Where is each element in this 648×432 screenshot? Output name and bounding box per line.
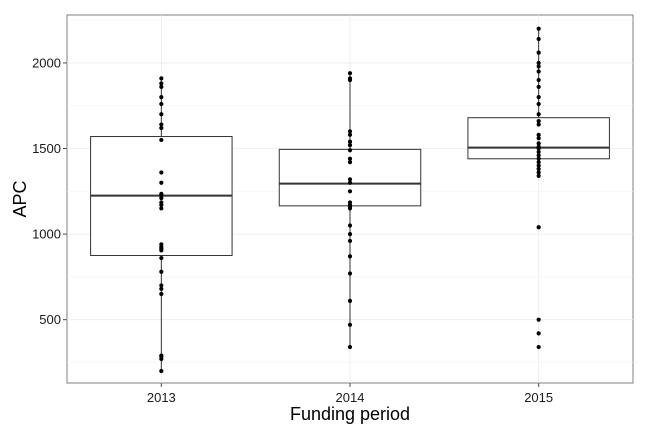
data-point bbox=[536, 170, 541, 175]
data-point bbox=[347, 132, 353, 137]
y-axis-title: APC bbox=[10, 180, 30, 217]
data-point bbox=[536, 84, 541, 89]
data-point bbox=[159, 269, 164, 274]
data-point bbox=[347, 344, 353, 350]
data-point bbox=[347, 160, 353, 165]
x-tick-label: 2014 bbox=[336, 390, 365, 405]
data-point bbox=[536, 95, 541, 100]
data-point bbox=[347, 76, 353, 81]
data-point bbox=[159, 200, 164, 205]
data-point bbox=[536, 64, 541, 69]
data-point bbox=[159, 76, 164, 81]
data-point bbox=[347, 189, 353, 194]
data-point bbox=[159, 206, 164, 211]
y-tick-label: 500 bbox=[39, 312, 61, 327]
data-point bbox=[536, 36, 541, 42]
data-point bbox=[347, 139, 353, 144]
data-point bbox=[159, 286, 164, 291]
data-point bbox=[536, 132, 541, 137]
data-point bbox=[536, 160, 541, 165]
y-tick-label: 2000 bbox=[32, 55, 61, 70]
data-point bbox=[536, 163, 541, 168]
data-point bbox=[347, 271, 353, 276]
data-point bbox=[159, 368, 164, 374]
data-point bbox=[536, 153, 541, 158]
data-point bbox=[536, 26, 541, 31]
data-point bbox=[159, 180, 164, 185]
data-point bbox=[536, 60, 541, 66]
data-point bbox=[347, 156, 353, 161]
data-point bbox=[159, 137, 164, 143]
data-point bbox=[159, 242, 164, 247]
axes: 500 1000 1500 2000 2013 2014 2015 bbox=[32, 55, 553, 405]
data-point bbox=[159, 291, 164, 297]
x-tick-label: 2015 bbox=[524, 390, 553, 405]
data-point bbox=[159, 353, 164, 358]
data-point bbox=[536, 141, 541, 146]
data-point bbox=[347, 200, 353, 205]
data-point bbox=[347, 254, 353, 259]
data-point bbox=[159, 170, 164, 175]
data-point bbox=[536, 344, 541, 350]
data-point bbox=[347, 71, 353, 76]
data-point bbox=[347, 231, 353, 237]
data-point bbox=[536, 112, 541, 117]
data-point bbox=[159, 81, 164, 86]
y-tick-label: 1500 bbox=[32, 141, 61, 156]
data-point bbox=[159, 191, 164, 196]
data-point bbox=[347, 322, 353, 327]
data-point bbox=[159, 283, 164, 288]
data-point bbox=[347, 142, 353, 148]
data-point bbox=[159, 255, 164, 261]
data-point bbox=[159, 125, 164, 131]
data-point bbox=[159, 122, 164, 127]
data-point bbox=[536, 50, 541, 55]
data-point bbox=[536, 77, 541, 83]
data-point bbox=[536, 173, 541, 178]
data-point bbox=[536, 122, 541, 127]
data-point bbox=[347, 180, 353, 185]
data-point bbox=[347, 177, 353, 182]
data-point bbox=[536, 144, 541, 149]
data-point bbox=[536, 101, 541, 107]
data-point bbox=[347, 298, 353, 303]
data-point bbox=[536, 317, 541, 322]
data-point bbox=[347, 223, 353, 228]
data-point bbox=[536, 156, 541, 161]
data-points bbox=[159, 26, 541, 374]
data-point bbox=[536, 225, 541, 230]
x-tick-label: 2013 bbox=[147, 390, 176, 405]
data-point bbox=[536, 119, 541, 124]
y-tick-label: 1000 bbox=[32, 227, 61, 242]
data-point bbox=[159, 95, 164, 100]
data-point bbox=[536, 166, 541, 172]
data-point bbox=[347, 129, 353, 134]
data-point bbox=[347, 148, 353, 153]
x-axis-title: Funding period bbox=[290, 404, 410, 424]
data-point bbox=[347, 238, 353, 244]
data-point bbox=[536, 136, 541, 141]
data-point bbox=[536, 69, 541, 74]
data-point bbox=[159, 112, 164, 117]
data-point bbox=[536, 331, 541, 336]
data-point bbox=[159, 101, 164, 107]
data-point bbox=[159, 84, 164, 89]
data-point bbox=[536, 149, 541, 155]
